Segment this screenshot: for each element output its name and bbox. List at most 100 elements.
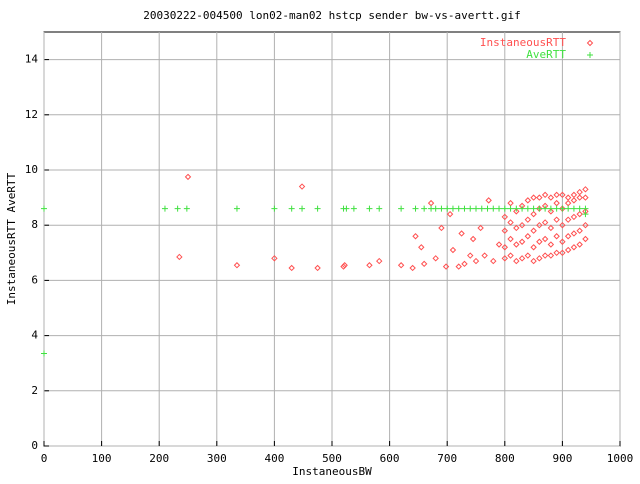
point-plus [455, 205, 462, 212]
point-diamond [570, 230, 578, 237]
x-tick-label: 600 [380, 452, 400, 465]
point-diamond [541, 252, 549, 259]
point-plus [519, 205, 526, 212]
point-diamond [412, 233, 419, 240]
point-diamond [541, 191, 549, 199]
point-diamond [559, 238, 566, 245]
point-plus [432, 205, 439, 212]
point-plus [41, 205, 47, 212]
point-plus [288, 205, 295, 212]
point-plus [501, 205, 508, 212]
point-diamond [570, 244, 578, 251]
point-plus [582, 205, 589, 212]
point-diamond [536, 255, 543, 262]
point-plus [536, 205, 543, 212]
point-diamond [432, 255, 439, 262]
point-diamond [507, 219, 514, 226]
point-plus [174, 205, 181, 212]
point-plus [467, 205, 474, 212]
point-diamond [513, 224, 520, 232]
point-diamond [366, 262, 373, 269]
point-diamond [495, 241, 503, 248]
point-diamond [513, 257, 520, 265]
point-plus [576, 205, 583, 212]
point-plus [496, 205, 503, 212]
point-diamond [576, 241, 583, 248]
point-diamond [547, 224, 555, 232]
point-plus [473, 205, 479, 212]
point-diamond [340, 263, 347, 270]
point-diamond [184, 173, 192, 181]
point-plus [507, 205, 514, 212]
point-diamond [553, 249, 560, 257]
x-tick-label: 0 [41, 452, 48, 465]
point-diamond [530, 244, 537, 251]
point-diamond [564, 199, 572, 207]
point-diamond [461, 260, 468, 268]
x-tick-label: 1000 [607, 452, 634, 465]
point-plus [570, 205, 577, 212]
point-plus [412, 205, 419, 212]
point-diamond [541, 219, 549, 226]
point-plus [524, 205, 531, 212]
legend-label: InstaneousRTT [480, 36, 566, 49]
x-tick-label: 500 [322, 452, 342, 465]
point-diamond [446, 210, 454, 218]
point-diamond [501, 255, 509, 262]
point-diamond [536, 221, 543, 229]
point-diamond [271, 255, 278, 262]
point-diamond [518, 255, 526, 262]
point-diamond [576, 227, 583, 234]
x-tick-label: 400 [264, 452, 284, 465]
point-plus [449, 205, 456, 212]
point-diamond [233, 262, 241, 269]
point-diamond [501, 244, 509, 251]
point-plus [233, 205, 240, 212]
point-diamond [518, 238, 526, 245]
x-tick-label: 900 [552, 452, 572, 465]
x-tick-label: 100 [92, 452, 112, 465]
point-diamond [576, 194, 583, 201]
point-plus [444, 205, 451, 212]
point-diamond [553, 233, 560, 240]
point-plus [484, 205, 491, 212]
point-diamond [490, 257, 497, 265]
point-diamond [438, 224, 445, 232]
point-diamond [477, 224, 484, 232]
point-diamond [524, 197, 532, 204]
point-diamond [582, 221, 589, 229]
legend-label: AveRTT [526, 48, 566, 61]
y-tick-label: 10 [25, 163, 38, 176]
point-diamond [427, 199, 435, 207]
point-diamond [576, 210, 583, 218]
point-diamond [288, 264, 295, 272]
point-diamond [530, 210, 537, 218]
point-diamond [570, 191, 578, 199]
point-diamond [518, 221, 526, 229]
point-plus [582, 211, 589, 218]
point-diamond [553, 199, 560, 207]
x-tick-label: 300 [207, 452, 227, 465]
point-diamond [455, 263, 462, 270]
y-tick-label: 6 [31, 273, 38, 286]
point-diamond [524, 216, 532, 223]
point-plus [299, 205, 306, 212]
point-diamond [559, 249, 566, 257]
point-diamond [564, 246, 572, 254]
point-diamond [485, 197, 492, 204]
point-diamond [376, 257, 383, 265]
point-diamond [449, 246, 457, 254]
point-plus [398, 205, 405, 212]
chart-title: 20030222-004500 lon02-man02 hstcp sender… [143, 9, 521, 22]
point-plus [41, 350, 47, 357]
y-tick-label: 4 [31, 329, 38, 342]
point-diamond [524, 233, 532, 240]
point-diamond [530, 227, 537, 234]
x-tick-label: 700 [437, 452, 457, 465]
point-diamond [570, 197, 578, 204]
point-diamond [176, 253, 183, 261]
point-plus [559, 205, 566, 212]
point-diamond [418, 244, 425, 251]
point-plus [343, 205, 350, 212]
point-diamond [469, 235, 477, 243]
